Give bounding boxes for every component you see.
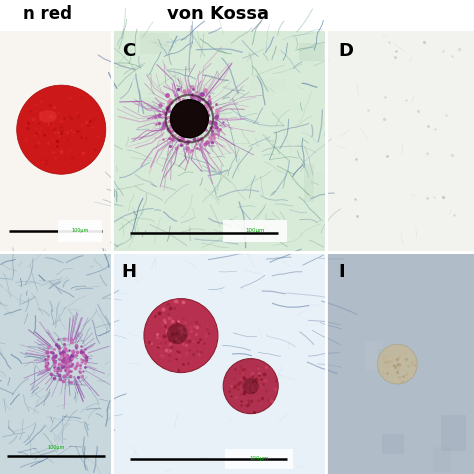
Bar (58, 220, 102, 242)
Bar (441, 415, 466, 451)
Text: n red: n red (23, 5, 72, 23)
Bar (143, 97, 162, 128)
Bar (185, 84, 211, 120)
Bar (113, 254, 325, 474)
Ellipse shape (39, 110, 57, 123)
Bar (113, 31, 325, 250)
Text: 100μm: 100μm (47, 445, 64, 450)
Text: 100μm: 100μm (72, 228, 89, 233)
Circle shape (242, 378, 259, 394)
Circle shape (171, 100, 209, 137)
Bar (327, 31, 474, 250)
Circle shape (377, 344, 417, 384)
Bar (196, 111, 227, 126)
Bar (0, 254, 111, 474)
Text: H: H (122, 263, 137, 281)
Bar (382, 434, 404, 454)
Bar (223, 220, 287, 242)
Bar (316, 172, 348, 196)
Text: von Kossa: von Kossa (167, 5, 269, 23)
Text: 100μm: 100μm (249, 456, 269, 461)
Bar (433, 447, 451, 472)
Circle shape (167, 323, 188, 344)
Bar (140, 33, 169, 54)
Bar (225, 449, 293, 468)
Bar (304, 164, 314, 202)
Text: I: I (338, 263, 345, 281)
Circle shape (223, 359, 278, 414)
Text: D: D (338, 42, 354, 60)
Bar (327, 254, 474, 474)
Bar (0, 0, 474, 31)
Bar (378, 349, 396, 373)
Text: C: C (122, 42, 135, 60)
Circle shape (144, 299, 218, 373)
Circle shape (17, 85, 106, 174)
Bar (365, 340, 383, 370)
Bar (0, 31, 111, 250)
Text: 100μm: 100μm (245, 228, 264, 233)
Bar (299, 43, 324, 61)
Bar (250, 79, 285, 90)
